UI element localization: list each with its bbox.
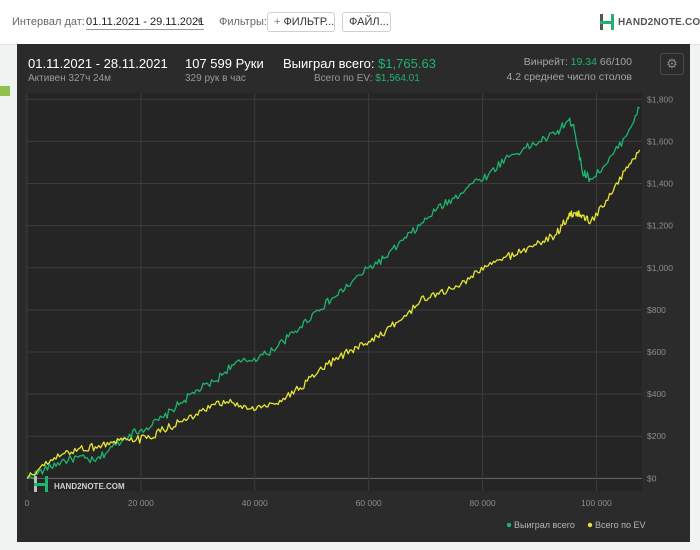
chevron-down-icon[interactable]: ▼ (195, 16, 204, 26)
date-range-select[interactable]: 01.11.2021 - 29.11.2021 (86, 16, 205, 30)
period-text: 01.11.2021 - 28.11.2021 (28, 56, 168, 71)
filter-button[interactable]: + ФИЛЬТР... (267, 12, 335, 32)
y-tick-label: $200 (647, 431, 666, 441)
ev-total-label: Всего по EV: (314, 73, 373, 84)
graph-panel: 01.11.2021 - 28.11.2021 Активен 327ч 24м… (17, 44, 690, 542)
ev-total: Всего по EV: $1,564.01 (314, 73, 420, 84)
watermark: HAND2NOTE.COM (34, 476, 125, 492)
x-axis-labels: 0 20 000 40 000 60 000 80 000 100 000 (25, 498, 612, 508)
won-total: Выиграл всего: $1,765.63 (283, 56, 436, 71)
winrate-sample: 66/100 (599, 56, 632, 68)
y-tick-label: $400 (647, 389, 666, 399)
winrate-value: 19.34 (570, 56, 597, 68)
y-tick-label: $0 (647, 473, 657, 483)
watermark-text: HAND2NOTE.COM (54, 482, 125, 491)
x-tick-label: 0 (25, 498, 30, 508)
legend-marker-won (506, 522, 512, 528)
y-tick-label: $1,200 (647, 221, 673, 231)
date-range-label: Интервал дат: (12, 16, 85, 28)
won-total-label: Выиграл всего: (283, 56, 375, 71)
legend-label-won: Выиграл всего (514, 520, 575, 530)
brand-logo[interactable]: HAND2NOTE.COM (600, 14, 700, 30)
active-time-text: Активен 327ч 24м (28, 73, 112, 84)
y-tick-label: $800 (647, 305, 666, 315)
series-lines (26, 106, 641, 480)
side-accent (0, 86, 10, 96)
x-tick-label: 60 000 (356, 498, 382, 508)
filters-label: Фильтры: (219, 16, 267, 28)
grid (26, 93, 642, 491)
y-axis-labels: $0 $200 $400 $600 $800 $1,000 $1,200 $1,400 $1,6… (647, 94, 673, 483)
winrate-label: Винрейт: (523, 56, 568, 68)
legend-marker-ev (587, 522, 593, 528)
winrate: Винрейт: 19.34 66/100 (524, 56, 632, 68)
hands-per-hour: 329 рук в час (185, 73, 246, 84)
y-tick-label: $1,000 (647, 263, 673, 273)
filter-button-label: ФИЛЬТР... (283, 16, 335, 28)
x-tick-label: 40 000 (242, 498, 268, 508)
y-tick-label: $600 (647, 347, 666, 357)
hand2note-logo-icon (600, 14, 614, 30)
x-tick-label: 80 000 (470, 498, 496, 508)
gear-icon[interactable]: ⚙ (660, 53, 684, 75)
file-button[interactable]: ФАЙЛ... (342, 12, 391, 32)
x-tick-label: 20 000 (128, 498, 154, 508)
won-total-value: $1,765.63 (378, 56, 436, 71)
plus-icon: + (274, 16, 281, 28)
y-tick-label: $1,600 (647, 136, 673, 146)
toolbar: Интервал дат: 01.11.2021 - 29.11.2021 ▼ … (0, 0, 700, 45)
profit-chart: 0 20 000 40 000 60 000 80 000 100 000 $0$200$… (25, 93, 673, 530)
series-line-won (26, 106, 640, 480)
series-line-ev (26, 149, 641, 479)
brand-name: HAND2NOTE.COM (618, 16, 700, 28)
legend: Выиграл всего Всего по EV (506, 520, 645, 530)
average-tables: 4.2 среднее число столов (506, 71, 632, 83)
plot-area (27, 93, 642, 491)
y-tick-label: $1,400 (647, 179, 673, 189)
hands-count: 107 599 Руки (185, 56, 264, 71)
ev-total-value: $1,564.01 (375, 73, 420, 84)
y-tick-label: $1,800 (647, 94, 673, 104)
file-button-label: ФАЙЛ... (349, 16, 389, 28)
x-tick-label: 100 000 (581, 498, 612, 508)
legend-label-ev: Всего по EV (595, 520, 645, 530)
